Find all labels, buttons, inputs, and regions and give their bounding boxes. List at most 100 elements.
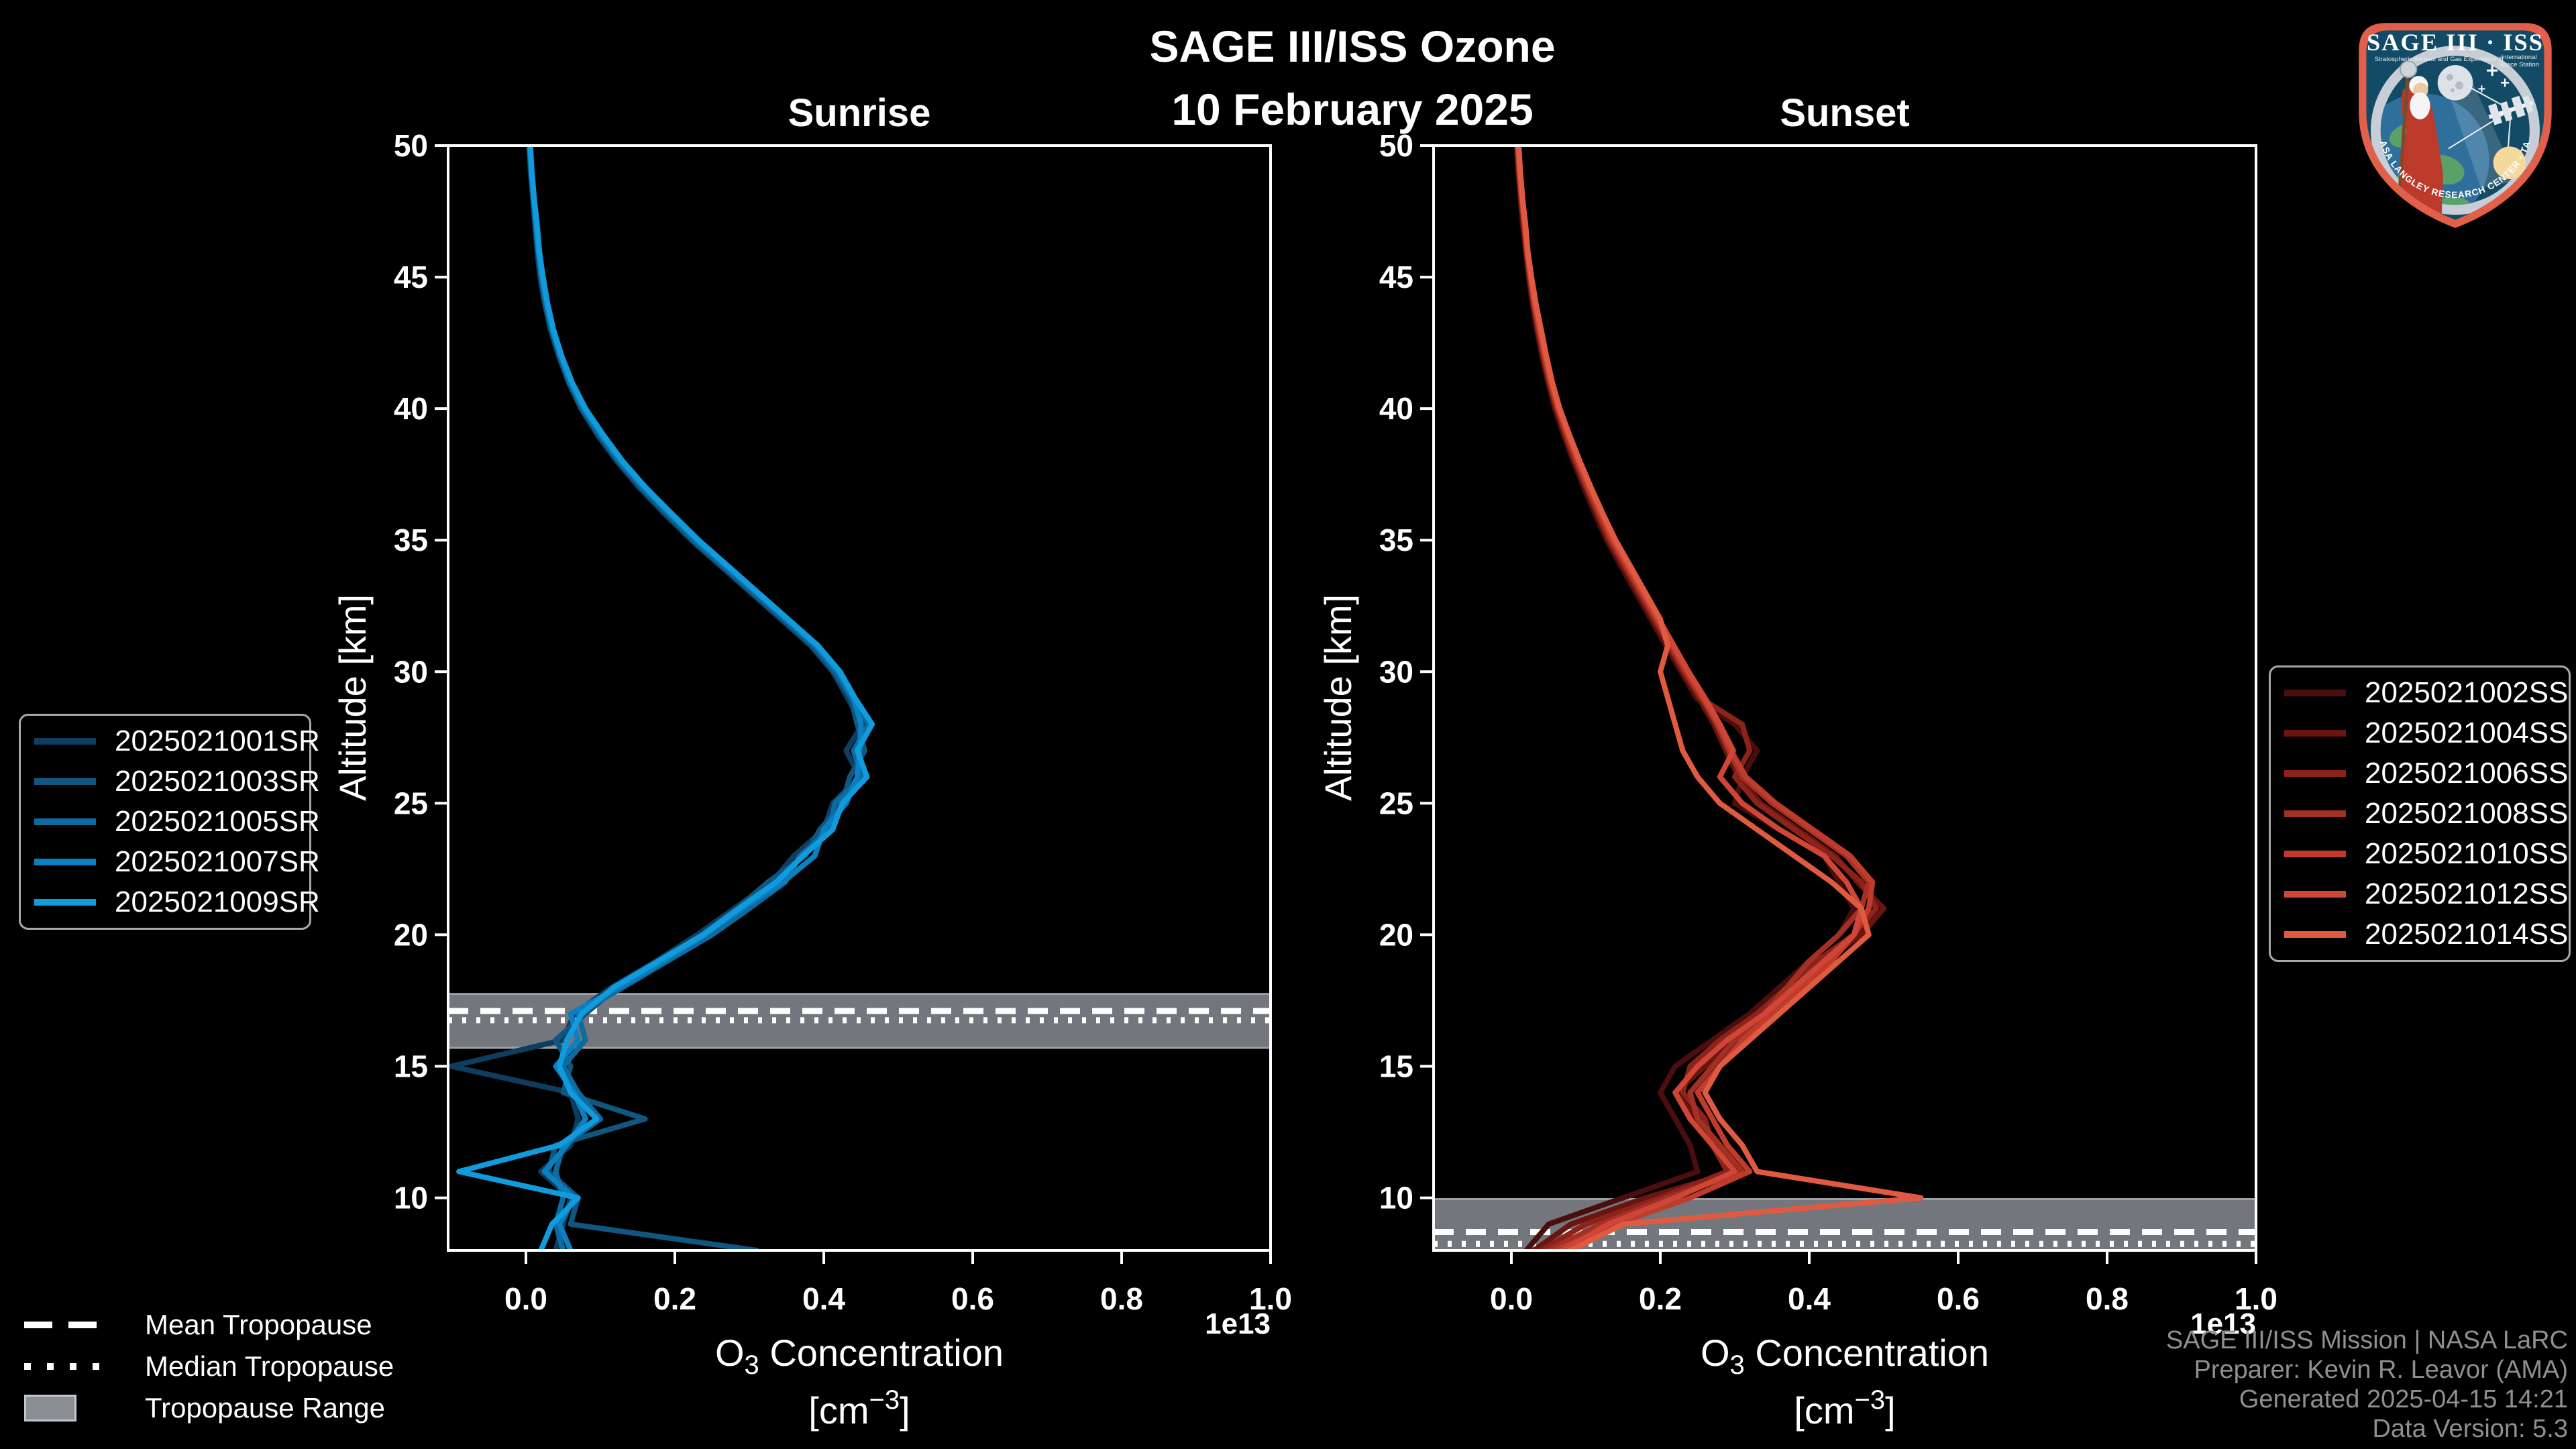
sunset-y-axis-label: Altitude [km] <box>1317 594 1359 801</box>
legend-label: 2025021003SR <box>115 765 320 798</box>
profile-curve-2025021001SR <box>449 146 865 1250</box>
y-tick-label: 40 <box>394 391 428 426</box>
legend-label: 2025021006SS <box>2365 757 2569 790</box>
legend-line-swatch <box>2284 931 2346 938</box>
sunset-subtitle: Sunset <box>1780 91 1909 135</box>
y-tick-label: 35 <box>394 523 428 557</box>
tropopause-legend: Mean Tropopause Median Tropopause Tropop… <box>24 1308 394 1425</box>
legend-item: 2025021001SR <box>34 724 320 757</box>
figure-title-line1: SAGE III/ISS Ozone <box>1149 21 1556 71</box>
legend-item: 2025021009SR <box>34 885 320 918</box>
x-tick-label: 0.6 <box>1937 1281 1980 1316</box>
y-tick-label: 20 <box>394 917 428 952</box>
mean-tropopause-dashed-line-sample <box>24 1322 125 1328</box>
legend-line-swatch <box>34 738 96 745</box>
logo-stars <box>2478 65 2510 93</box>
y-tick-label: 25 <box>394 786 428 820</box>
legend-line-swatch <box>34 818 96 825</box>
legend-label: 2025021001SR <box>115 724 320 757</box>
profile-curve-2025021005SR <box>527 146 871 1250</box>
credits-mission-line: SAGE III/ISS Mission | NASA LaRC <box>2165 1326 2568 1354</box>
profile-curve-2025021007SR <box>527 146 864 1250</box>
sunrise-x-axis-label-line1: O3 Concentration <box>715 1332 1004 1380</box>
legend-line-swatch <box>34 899 96 906</box>
x-tick-label: 0.6 <box>951 1281 994 1316</box>
x-tick-label: 0.8 <box>1100 1281 1143 1316</box>
legend-item: 2025021008SS <box>2284 797 2568 830</box>
profile-curve-2025021014SS <box>1516 146 1924 1250</box>
logo-mission-name: SAGE III · ISS <box>2367 29 2544 56</box>
plot-clip-group <box>448 146 1271 1250</box>
profile-curve-2025021009SR <box>456 146 875 1250</box>
profile-curve-2025021012SS <box>1515 146 1864 1250</box>
x-tick-label: 0.4 <box>1788 1281 1831 1316</box>
y-tick-label: 45 <box>394 260 428 294</box>
legend-label: 2025021004SS <box>2365 716 2569 749</box>
figure-title: SAGE III/ISS Ozone 10 February 2025 <box>1149 15 1555 141</box>
sunset-axis-offset-text: 1e13 <box>2190 1307 2256 1340</box>
sunrise-x-axis-label-line2: [cm−3] <box>808 1385 910 1432</box>
sunset-panel: 0.0 0.2 0.4 0.6 0.8 1.0 50 45 40 35 30 25 20 15 10 Sun… <box>1317 91 2277 1432</box>
y-tick-label: 20 <box>1379 917 1413 952</box>
tropopause-legend-range-row: Tropopause Range <box>24 1391 394 1425</box>
x-tick-label: 0.2 <box>1639 1281 1682 1316</box>
y-tick-label: 15 <box>1379 1049 1413 1084</box>
legend-label: 2025021014SS <box>2365 918 2569 951</box>
tropopause-legend-median-row: Median Tropopause <box>24 1350 394 1383</box>
legend-item: 2025021004SS <box>2284 716 2568 749</box>
x-tick-label: 1.0 <box>2235 1281 2277 1316</box>
legend-line-swatch <box>2284 851 2346 857</box>
legend-label: 2025021012SS <box>2365 877 2569 910</box>
x-tick-label: 0.4 <box>802 1281 845 1316</box>
logo-subtitle-left: Stratospheric Aerosol and Gas Experiment… <box>2375 56 2504 63</box>
sunset-legend: 2025021002SS 2025021004SS 2025021006SS 2025… <box>2269 665 2571 962</box>
y-tick-label: 25 <box>1379 786 1413 820</box>
x-tick-label: 0.0 <box>1490 1281 1533 1316</box>
legend-label: 2025021009SR <box>115 885 320 918</box>
legend-label: 2025021005SR <box>115 805 320 838</box>
credits-block: SAGE III/ISS Mission | NASA LaRC Prepare… <box>2166 1326 2568 1444</box>
sunset-x-axis-label-line1: O3 Concentration <box>1701 1332 1989 1380</box>
sunrise-panel: 0.0 0.2 0.4 0.6 0.8 1.0 50 45 40 35 30 25 20 15 10 Sun… <box>331 91 1292 1432</box>
x-tick-label: 0.2 <box>653 1281 696 1316</box>
tropopause-legend-mean-row: Mean Tropopause <box>24 1308 394 1342</box>
legend-label: 2025021007SR <box>115 845 320 878</box>
legend-line-swatch <box>2284 810 2346 817</box>
legend-label: 2025021008SS <box>2365 797 2569 830</box>
legend-item: 2025021007SR <box>34 845 320 878</box>
logo-iss <box>2488 95 2534 125</box>
legend-item: 2025021005SR <box>34 805 320 838</box>
profile-curve-2025021003SR <box>527 146 867 1250</box>
legend-item: 2025021010SS <box>2284 837 2568 870</box>
logo-subtitle-right2: Space Station <box>2499 61 2539 68</box>
tropopause-range-patch-sample <box>24 1395 125 1421</box>
median-tropopause-dotted-line-sample <box>24 1363 125 1370</box>
credits-generated-line: Generated 2025-04-15 14:21 <box>2239 1385 2568 1413</box>
sunrise-subtitle: Sunrise <box>788 91 931 135</box>
legend-label: 2025021002SS <box>2365 676 2569 709</box>
sage-iss-logo: SAGE III · ISS Stratospheric Aerosol and… <box>2340 9 2552 228</box>
legend-line-swatch <box>2284 770 2346 777</box>
y-tick-label: 15 <box>394 1049 428 1084</box>
credits-version-line: Data Version: 5.3 <box>2372 1415 2568 1443</box>
y-tick-label: 35 <box>1379 523 1413 557</box>
legend-item: 2025021002SS <box>2284 676 2568 709</box>
legend-item: 2025021012SS <box>2284 877 2568 910</box>
y-tick-label: 30 <box>394 654 428 689</box>
sunrise-y-axis-label: Altitude [km] <box>331 594 374 801</box>
legend-line-swatch <box>2284 690 2346 696</box>
axes-spines <box>447 144 1272 1252</box>
x-tick-label: 0.8 <box>2086 1281 2129 1316</box>
credits-preparer-line: Preparer: Kevin R. Leavor (AMA) <box>2194 1356 2568 1384</box>
axes-spines <box>1432 144 2257 1252</box>
legend-line-swatch <box>2284 891 2346 898</box>
sunset-x-axis-label-line2: [cm−3] <box>1794 1385 1895 1432</box>
legend-line-swatch <box>34 778 96 785</box>
y-tick-label: 45 <box>1379 260 1413 294</box>
y-tick-label: 10 <box>394 1181 428 1216</box>
median-tropopause-label: Median Tropopause <box>145 1350 394 1382</box>
y-tick-label: 30 <box>1379 654 1413 689</box>
logo-orbit-ring <box>2371 46 2540 215</box>
x-tick-label: 1.0 <box>1249 1281 1292 1316</box>
